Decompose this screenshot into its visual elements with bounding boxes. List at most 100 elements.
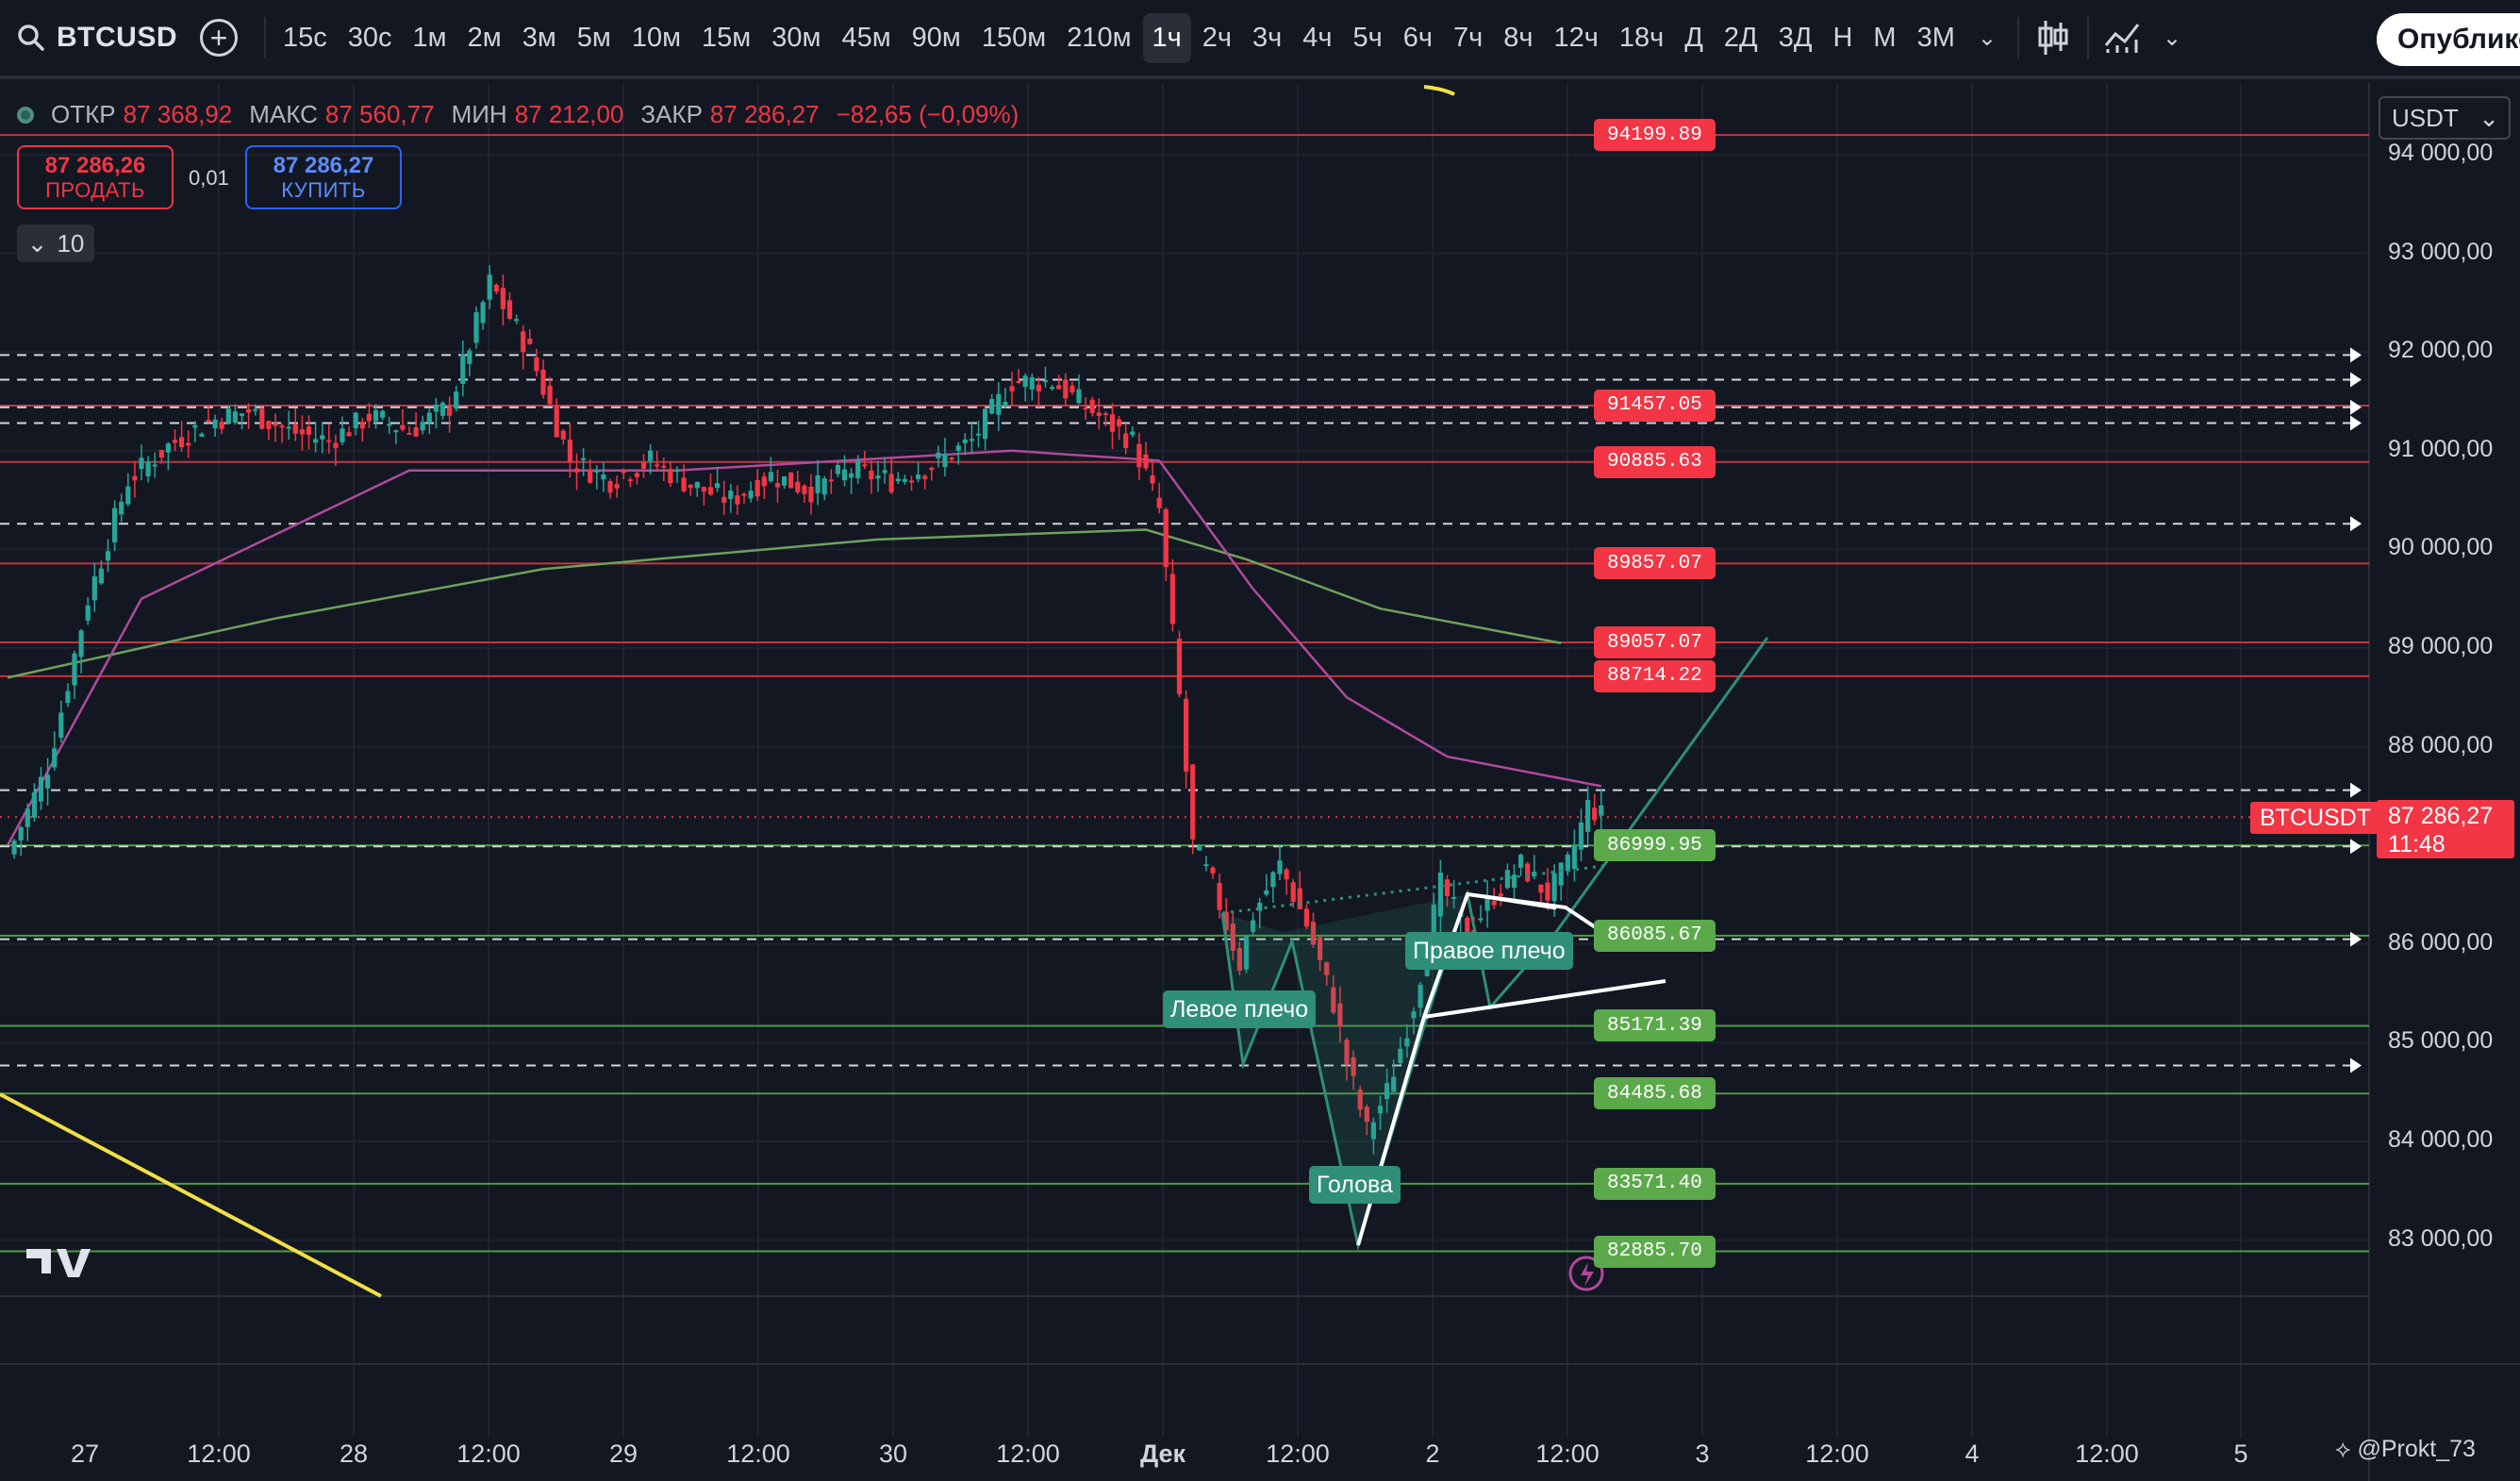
interval-М[interactable]: М xyxy=(1873,22,1897,53)
interval-2м[interactable]: 2м xyxy=(467,22,502,53)
ma-slow-line xyxy=(7,528,1562,679)
interval-7ч[interactable]: 7ч xyxy=(1453,22,1484,53)
publish-button[interactable]: Опубликовать xyxy=(2377,13,2520,66)
candle-up xyxy=(320,435,325,440)
sell-price: 87 286,26 xyxy=(44,152,146,178)
candle-up xyxy=(936,452,941,458)
interval-90м[interactable]: 90м xyxy=(911,22,961,53)
currency-select[interactable]: USDT ⌄ xyxy=(2379,96,2511,140)
breakout-projection-line xyxy=(1554,637,1769,933)
candle-down xyxy=(908,480,915,483)
interval-1м[interactable]: 1м xyxy=(412,22,447,53)
candle-up xyxy=(902,478,907,482)
level-arrow-icon xyxy=(2350,839,2362,855)
candle-down xyxy=(621,470,626,474)
interval-Н[interactable]: Н xyxy=(1832,22,1853,53)
interval-4ч[interactable]: 4ч xyxy=(1302,22,1333,53)
interval-1ч[interactable]: 1ч xyxy=(1142,12,1191,63)
candle-up xyxy=(25,808,30,827)
candle-down xyxy=(493,284,499,292)
interval-3М[interactable]: 3М xyxy=(1916,22,1955,53)
candle-down xyxy=(1109,414,1116,432)
level-arrow-icon xyxy=(2350,1057,2362,1073)
candle-down xyxy=(761,476,767,487)
candle-down xyxy=(406,432,412,435)
candle-down xyxy=(534,357,539,372)
symbol-search[interactable]: BTCUSD xyxy=(17,9,200,66)
buy-button[interactable]: 87 286,27 КУПИТЬ xyxy=(245,145,402,209)
candle-up xyxy=(835,464,840,474)
level-arrow-icon xyxy=(2350,347,2362,363)
time-axis-label: 29 xyxy=(608,1439,638,1468)
candle-up xyxy=(1277,860,1283,874)
tradingview-logo-icon xyxy=(26,1249,91,1277)
candle-down xyxy=(1176,639,1183,694)
support-level-tag: 82885.70 xyxy=(1594,1235,1716,1268)
candle-down xyxy=(567,440,572,463)
interval-18ч[interactable]: 18ч xyxy=(1618,22,1665,53)
alert-icon xyxy=(1568,1256,1604,1291)
indicators-collapse-button[interactable]: ⌄ 10 xyxy=(17,225,94,262)
level-arrow-icon xyxy=(2350,372,2362,388)
support-level-tag: 86999.95 xyxy=(1594,829,1716,862)
price-chart[interactable] xyxy=(0,83,2520,1481)
indicators-count: 10 xyxy=(57,228,85,258)
interval-15м[interactable]: 15м xyxy=(702,22,752,53)
high-label: МАКС xyxy=(249,100,318,128)
interval-45м[interactable]: 45м xyxy=(841,22,891,53)
time-axis-label: 12:00 xyxy=(456,1439,521,1468)
price-axis-label: 93 000,00 xyxy=(2388,238,2494,265)
chevron-down-icon[interactable]: ⌄ xyxy=(2163,25,2182,51)
candle-up xyxy=(715,483,721,489)
candle-up xyxy=(125,486,131,505)
interval-30с[interactable]: 30с xyxy=(347,22,392,53)
compare-add-icon[interactable]: + xyxy=(200,19,238,57)
interval-15с[interactable]: 15с xyxy=(283,22,327,53)
interval-8ч[interactable]: 8ч xyxy=(1503,22,1534,53)
interval-3Д[interactable]: 3Д xyxy=(1778,22,1813,53)
candle-up xyxy=(975,433,982,436)
time-axis-label: 12:00 xyxy=(187,1439,251,1468)
candle-down xyxy=(1096,412,1102,416)
interval-Д[interactable]: Д xyxy=(1684,22,1703,53)
candle-down xyxy=(588,470,593,483)
interval-5м[interactable]: 5м xyxy=(576,22,611,53)
right-shoulder-label[interactable]: Правое плечо xyxy=(1405,932,1573,970)
candle-down xyxy=(929,467,935,471)
left-shoulder-label[interactable]: Левое плечо xyxy=(1163,990,1317,1028)
interval-150м[interactable]: 150м xyxy=(981,22,1047,53)
interval-2ч[interactable]: 2ч xyxy=(1202,22,1233,53)
candle-up xyxy=(1377,1106,1384,1114)
interval-10м[interactable]: 10м xyxy=(631,22,682,53)
candle-down xyxy=(655,464,660,467)
candle-down xyxy=(1009,386,1015,391)
interval-30м[interactable]: 30м xyxy=(771,22,821,53)
interval-12ч[interactable]: 12ч xyxy=(1553,22,1599,53)
interval-5ч[interactable]: 5ч xyxy=(1352,22,1383,53)
price-axis-label: 89 000,00 xyxy=(2388,633,2494,659)
head-label[interactable]: Голова xyxy=(1309,1166,1401,1204)
candle-down xyxy=(554,406,559,438)
lightning-icon xyxy=(1581,1262,1594,1287)
interval-3ч[interactable]: 3ч xyxy=(1252,22,1283,53)
trend-line-fragment xyxy=(1423,85,1455,96)
time-axis-label: 12:00 xyxy=(996,1439,1060,1468)
candle-down xyxy=(1236,948,1242,971)
interval-3м[interactable]: 3м xyxy=(522,22,556,53)
candle-down xyxy=(802,485,807,494)
candle-down xyxy=(1310,922,1317,945)
indicators-icon[interactable] xyxy=(2097,11,2149,64)
candle-up xyxy=(594,470,600,473)
candles-style-icon[interactable] xyxy=(2027,11,2080,64)
candle-down xyxy=(1357,1090,1363,1110)
chevron-down-icon[interactable]: ⌄ xyxy=(1977,25,1997,51)
interval-210м[interactable]: 210м xyxy=(1067,22,1132,53)
candle-down xyxy=(1056,385,1062,390)
support-level-tag: 86085.67 xyxy=(1594,919,1716,952)
chart-area[interactable]: ОТКР 87 368,92 МАКС 87 560,77 МИН 87 212… xyxy=(0,83,2520,1481)
candle-down xyxy=(1163,508,1169,568)
sell-button[interactable]: 87 286,26 ПРОДАТЬ xyxy=(17,145,174,209)
candle-down xyxy=(1036,384,1041,391)
interval-2Д[interactable]: 2Д xyxy=(1723,22,1758,53)
interval-6ч[interactable]: 6ч xyxy=(1402,22,1434,53)
